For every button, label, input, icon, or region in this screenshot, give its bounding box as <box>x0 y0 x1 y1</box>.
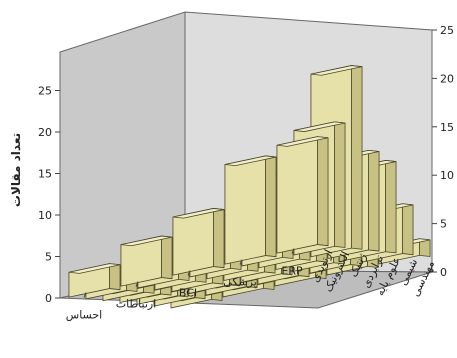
right-tick-label: 25 <box>440 24 454 37</box>
right-tick-label: 5 <box>440 218 447 231</box>
x-category-label: پزشکی <box>223 276 257 289</box>
x-tick-mark <box>83 292 87 298</box>
bar-top-face <box>120 235 173 247</box>
right-tick-label: 0 <box>440 266 447 279</box>
bar-top-face <box>293 121 346 132</box>
right-y-axis: 0 5 10 15 20 25 <box>432 24 454 279</box>
bar-top-face <box>310 65 363 76</box>
x-category-label: ERP <box>281 265 303 278</box>
bar <box>172 208 225 276</box>
left-tick-label: 25 <box>38 85 52 98</box>
x-category-label: BCI <box>179 287 197 300</box>
x-category-label: ارتباطات <box>116 298 157 311</box>
right-tick-label: 20 <box>440 72 454 85</box>
x-category-labels: احساس ارتباطات BCI پزشکی ERP <box>66 248 303 322</box>
bar-side-face <box>385 160 397 254</box>
x-tick-mark <box>239 259 243 265</box>
bar-front-face <box>172 208 214 276</box>
left-tick-label: 20 <box>38 126 52 139</box>
bar-side-face <box>317 136 329 247</box>
bar-side-face <box>368 149 380 252</box>
bar-side-face <box>213 208 225 269</box>
bar-side-face <box>351 65 363 250</box>
bars <box>68 65 431 309</box>
right-tick-label: 10 <box>440 169 454 182</box>
bar <box>224 155 277 265</box>
bar-side-face <box>334 121 346 248</box>
bar-top-face <box>172 208 225 219</box>
bar <box>120 235 173 287</box>
x-tick-mark <box>135 281 139 287</box>
bar-side-face <box>402 203 414 256</box>
x-tick-mark <box>291 248 295 254</box>
bar-side-face <box>109 263 121 291</box>
y-axis-label: تعداد مقالات <box>9 133 23 207</box>
left-tick-label: 0 <box>45 292 52 305</box>
x-tick-mark <box>187 270 191 276</box>
bar <box>276 136 329 254</box>
bar-top-face <box>68 263 121 274</box>
left-tick-label: 10 <box>38 209 52 222</box>
left-y-axis: 0 5 10 15 20 25 <box>38 85 60 305</box>
bar-front-face <box>276 136 318 254</box>
left-tick-label: 5 <box>45 251 52 264</box>
x-category-label: احساس <box>66 309 102 322</box>
bar-side-face <box>161 235 173 280</box>
bar <box>68 263 121 298</box>
left-tick-label: 15 <box>38 168 52 181</box>
bar-side-face <box>265 155 277 258</box>
bar-front-face <box>224 155 266 265</box>
right-tick-label: 15 <box>440 121 454 134</box>
bar-top-face <box>224 155 277 167</box>
bar-top-face <box>276 136 329 147</box>
